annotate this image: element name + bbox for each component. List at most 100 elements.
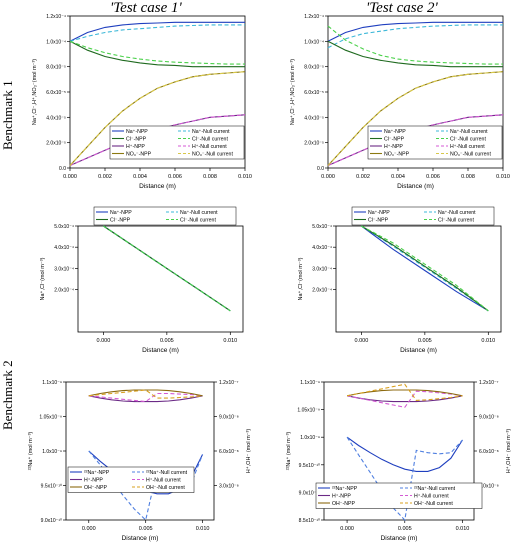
chart-b1_case2_top: 0.000 0.002 0.004 0.006 0.008 0.010 Distance (…: [289, 14, 510, 190]
y-tick-label: 1.1x10⁻⁹: [300, 380, 320, 386]
y-tick-label: 6.0x10⁻⁵: [46, 90, 66, 96]
x-tick-label: 0.008: [461, 174, 475, 180]
series-line-cl-null-current: [361, 225, 489, 312]
y-tick-label: 4.0x10⁻⁴: [312, 245, 332, 251]
x-tick-label: 0.005: [160, 338, 174, 344]
x-axis-label: Distance (m): [122, 535, 159, 542]
legend-box: [351, 206, 495, 226]
legend-entry-na-npp: Na⁺-NPP: [368, 210, 390, 216]
legend-entry-na-null-current: ²²Na⁺-Null current: [146, 470, 188, 476]
y-tick-label: 2.0x10⁻⁴: [312, 288, 332, 294]
legend-entry-na-null-current: ²²Na⁺-Null current: [414, 486, 456, 492]
series-line-oh-null-current: [346, 383, 463, 401]
series-line-cl-null-current: [327, 25, 503, 65]
series-line-oh-npp: [88, 389, 203, 397]
series-line-na-null-current: [361, 225, 489, 312]
plot-frame: [77, 225, 244, 333]
y-axis-label: Na⁺,Cl⁻,H⁺,NO₃⁻(mol m⁻³): [31, 59, 38, 125]
legend-entry-cl-null-current: Cl⁻-Null current: [180, 218, 216, 224]
y-tick-label: 1.0x10⁻⁴: [304, 39, 324, 45]
legend-entry-na-npp: Na⁺-NPP: [110, 210, 132, 216]
series-line-no-null-current: [327, 71, 504, 166]
series-line-cl-npp: [69, 40, 245, 68]
chart-b2_case1: 0.000 0.005 0.010 Distance (m) 9.0x10⁻¹⁰ 9.5x…: [27, 380, 252, 542]
y2-tick-label: 3.0x10⁻⁸: [219, 484, 239, 490]
y-tick-label: 9.5x10⁻¹⁰: [299, 463, 320, 469]
y2-tick-label: 6.0x10⁻⁸: [479, 449, 499, 455]
legend-entry-h-npp: H⁺-NPP: [332, 494, 351, 500]
y-tick-label: 0.0: [59, 166, 66, 172]
y-tick-label: 2.0x10⁻⁵: [46, 141, 66, 147]
x-tick-label: 0.000: [97, 338, 111, 344]
x-tick-label: 0.008: [203, 174, 217, 180]
legend-entry-cl-null-current: Cl⁻-Null current: [438, 218, 474, 224]
y-axis-label: ²²Na⁺ (mol m⁻³): [27, 432, 34, 471]
x-axis-label: Distance (m): [142, 347, 179, 354]
legend-box: [93, 206, 237, 226]
legend-entry-na-npp: Na⁺-NPP: [384, 129, 406, 135]
y-tick-label: 8.5x10⁻¹⁰: [299, 518, 320, 524]
series-line-na-npp: [327, 21, 503, 42]
x-tick-label: 0.005: [398, 526, 412, 532]
series-line-cl-npp: [361, 225, 489, 312]
legend-entry-na-npp: Na⁺-NPP: [126, 129, 148, 135]
y-tick-label: 0.0: [317, 166, 324, 172]
y-tick-label: 9.0x10⁻¹⁰: [299, 490, 320, 496]
legend-entry-h-null-current: H⁺-Null current: [414, 494, 449, 500]
y-axis-label: Na⁺,Cl⁻,H⁺,NO₃⁻(mol m⁻³): [289, 59, 296, 125]
y-axis-label: ²²Na⁺ (mol m⁻³): [285, 432, 292, 471]
x-tick-label: 0.004: [133, 174, 147, 180]
legend-entry-oh-npp: OH⁻-NPP: [332, 501, 355, 507]
x-tick-label: 0.010: [481, 338, 495, 344]
x-tick-label: 0.006: [168, 174, 182, 180]
x-tick-label: 0.000: [82, 526, 96, 532]
x-tick-label: 0.010: [223, 338, 237, 344]
y-tick-label: 1.2x10⁻⁴: [46, 14, 66, 20]
legend-box: [109, 125, 245, 160]
legend-entry-no-null-current: NO₃⁻-Null current: [450, 152, 491, 158]
series-line-na-null-current: [327, 24, 503, 49]
legend-entry-na-null-current: Na⁺-Null current: [192, 129, 230, 135]
x-tick-label: 0.000: [355, 338, 369, 344]
x-tick-label: 0.000: [321, 174, 335, 180]
x-tick-label: 0.006: [426, 174, 440, 180]
legend-entry-oh-npp: OH⁻-NPP: [84, 485, 107, 491]
series-line-na-null-current: [346, 436, 463, 522]
legend-entry-cl-npp: Cl⁻-NPP: [110, 218, 131, 224]
legend-entry-na-npp: ²²Na⁺-NPP: [84, 470, 110, 476]
series-line-h-null-current: [88, 392, 203, 403]
series-line-cl-null-current: [103, 225, 231, 312]
y2-tick-label: 1.2x10⁻⁷: [479, 380, 499, 386]
x-axis-label: Distance (m): [397, 183, 434, 190]
y-tick-label: 8.0x10⁻⁵: [46, 65, 66, 71]
y-tick-label: 1.05x10⁻⁹: [39, 415, 62, 421]
y2-tick-label: 9.0x10⁻⁸: [479, 415, 499, 421]
legend-box: [67, 466, 195, 493]
chart-b1_case2_mid: 0.000 0.005 0.010 Distance (m) 2.0x10⁻⁴ 3.0x1…: [297, 206, 502, 354]
x-tick-label: 0.004: [391, 174, 405, 180]
plot-frame: [335, 225, 502, 333]
title-test-case-2: 'Test case 2': [366, 0, 438, 16]
y-tick-label: 2.0x10⁻⁵: [304, 141, 324, 147]
y-tick-label: 4.0x10⁻⁵: [304, 115, 324, 121]
y-tick-label: 6.0x10⁻⁵: [304, 90, 324, 96]
legend-entry-cl-null-current: Cl⁻-Null current: [192, 137, 228, 143]
x-axis-label: Distance (m): [381, 535, 418, 542]
chart-b1_case1_top: 0.000 0.002 0.004 0.006 0.008 0.010 Distance (…: [31, 14, 252, 190]
y2-tick-label: 9.0x10⁻⁸: [219, 415, 239, 421]
legend-entry-na-null-current: Na⁺-Null current: [180, 210, 218, 216]
y-tick-label: 1.0x10⁻⁴: [46, 39, 66, 45]
x-tick-label: 0.002: [356, 174, 370, 180]
x-axis-label: Distance (m): [400, 347, 437, 354]
x-axis-label: Distance (m): [139, 183, 176, 190]
legend-entry-h-null-current: H⁺-Null current: [192, 144, 227, 150]
series-line-no-null-current: [69, 71, 246, 166]
y2-tick-label: 3.0x10⁻⁸: [479, 484, 499, 490]
series-line-cl-null-current: [69, 40, 245, 65]
y-tick-label: 5.0x10⁻⁴: [54, 224, 74, 230]
legend-entry-oh-null-current: OH⁻-Null current: [414, 501, 453, 507]
y-tick-label: 9.5x10⁻¹⁰: [41, 484, 62, 490]
legend-entry-cl-npp: Cl⁻-NPP: [368, 218, 389, 224]
legend-entry-oh-null-current: OH⁻-Null current: [146, 485, 185, 491]
